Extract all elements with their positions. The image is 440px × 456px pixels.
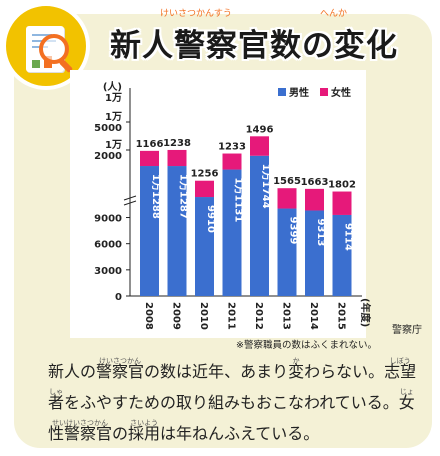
data-label-female: 1565 [273,176,301,187]
axis-break-mark [123,195,137,206]
data-label-male: 1万1287 [178,174,190,219]
bar-female-2011 [222,153,242,170]
bar-male-2014 [305,210,324,296]
bar-male-2010 [195,197,214,296]
body-line-2: しゃ 者をふやすための取り組みもおこなわれている。 じょ女 [48,388,415,412]
data-label-female: 1233 [218,142,246,153]
source-label: 警察庁 [392,325,422,336]
y-tick-label: 0 [115,292,122,303]
x-tick-label: 2015 [336,302,347,330]
title-ruby-keisatsukansuu: けいさつかんすう [160,9,232,19]
legend-label-male: 男性 [289,86,309,99]
bar-female-2008 [140,150,159,167]
data-label-female: 1238 [163,138,191,149]
bar-male-2009 [167,166,187,296]
x-tick-label: 2014 [308,302,319,330]
y-tick-label: 1万 [105,139,122,151]
x-tick-label: 2009 [171,302,182,330]
body-line-3: せいけいさつかん 性警察官の さいよう 採用は年ねんふえている。 [48,419,320,443]
data-label-female: 1256 [191,169,219,180]
bar-female-2015 [332,191,352,215]
bar-female-2013 [277,188,297,209]
bar-female-2010 [195,180,214,198]
bar-male-2013 [277,208,297,296]
legend-label-female: 女性 [331,86,351,99]
data-label-female: 1663 [301,177,329,188]
bar-male-2015 [332,214,352,296]
data-label-male: 1万1744 [260,164,272,209]
data-label-male: 9313 [315,218,326,246]
data-label-female: 1802 [328,180,356,191]
y-tick-label: 5000 [94,123,122,134]
y-tick-label: 3000 [94,266,122,277]
data-label-male: 9399 [288,217,299,245]
title-ruby-henka: へんか [320,9,348,19]
y-tick-label-top: 1万 [105,92,122,104]
data-label-female: 1496 [246,124,274,135]
x-tick-label: 2012 [253,302,264,330]
data-label-male: 1万1131 [233,178,245,223]
footnote: ※警察職員の数はふくまれない。 [236,340,377,351]
data-label-male: 9910 [205,205,216,233]
bar-male-2008 [140,166,159,296]
x-tick-label: 2010 [198,302,209,330]
y-tick-label: 1万 [105,111,122,123]
data-label-female: 1166 [136,139,164,150]
bar-female-2009 [167,149,187,167]
bar-male-2012 [250,155,269,296]
bar-male-2011 [222,169,242,296]
y-tick-label: 9000 [94,214,122,225]
page-title: 新人警察官数の変化 [110,28,398,64]
y-tick-label: 6000 [94,240,122,251]
y-unit-label: (人) [103,80,122,93]
x-tick-label: 2011 [226,302,237,330]
legend-swatch-female [320,88,328,96]
bar-female-2014 [305,188,324,211]
data-label-male: 1万1288 [150,174,162,219]
data-label-male: 9114 [343,223,354,251]
body-paragraph: 新人の けいさつかん 警察官の数は近年、あまりか変わらない。 しぼう 志望 しゃ 者をふや… [48,356,434,449]
x-tick-label: 2013 [281,302,292,330]
x-tick-label: 2008 [143,302,154,330]
legend-swatch-male [278,88,286,96]
x-unit-label: (年度) [359,298,372,327]
report-magnifier-icon [2,2,90,90]
y-tick-label: 2000 [94,151,122,162]
body-line-1: 新人の けいさつかん 警察官の数は近年、あまりか変わらない。 しぼう 志望 [48,357,417,381]
bar-female-2012 [250,136,269,156]
